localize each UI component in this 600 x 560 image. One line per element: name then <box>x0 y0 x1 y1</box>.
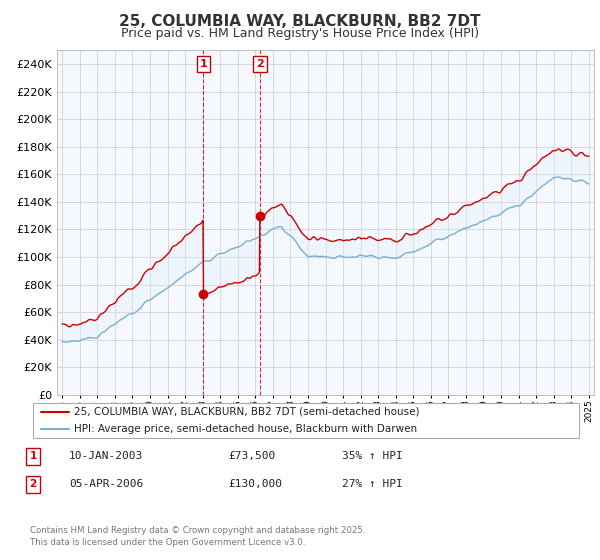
Text: HPI: Average price, semi-detached house, Blackburn with Darwen: HPI: Average price, semi-detached house,… <box>74 424 417 435</box>
Text: 27% ↑ HPI: 27% ↑ HPI <box>342 479 403 489</box>
Text: 25, COLUMBIA WAY, BLACKBURN, BB2 7DT: 25, COLUMBIA WAY, BLACKBURN, BB2 7DT <box>119 14 481 29</box>
Text: £73,500: £73,500 <box>228 451 275 461</box>
Text: Contains HM Land Registry data © Crown copyright and database right 2025.
This d: Contains HM Land Registry data © Crown c… <box>30 526 365 547</box>
Text: 1: 1 <box>199 59 207 69</box>
Text: 2: 2 <box>256 59 264 69</box>
Text: 05-APR-2006: 05-APR-2006 <box>69 479 143 489</box>
Text: 10-JAN-2003: 10-JAN-2003 <box>69 451 143 461</box>
Text: 1: 1 <box>29 451 37 461</box>
Text: 2: 2 <box>29 479 37 489</box>
Text: 35% ↑ HPI: 35% ↑ HPI <box>342 451 403 461</box>
Text: Price paid vs. HM Land Registry's House Price Index (HPI): Price paid vs. HM Land Registry's House … <box>121 27 479 40</box>
FancyBboxPatch shape <box>33 403 579 438</box>
Text: 25, COLUMBIA WAY, BLACKBURN, BB2 7DT (semi-detached house): 25, COLUMBIA WAY, BLACKBURN, BB2 7DT (se… <box>74 407 419 417</box>
Text: £130,000: £130,000 <box>228 479 282 489</box>
